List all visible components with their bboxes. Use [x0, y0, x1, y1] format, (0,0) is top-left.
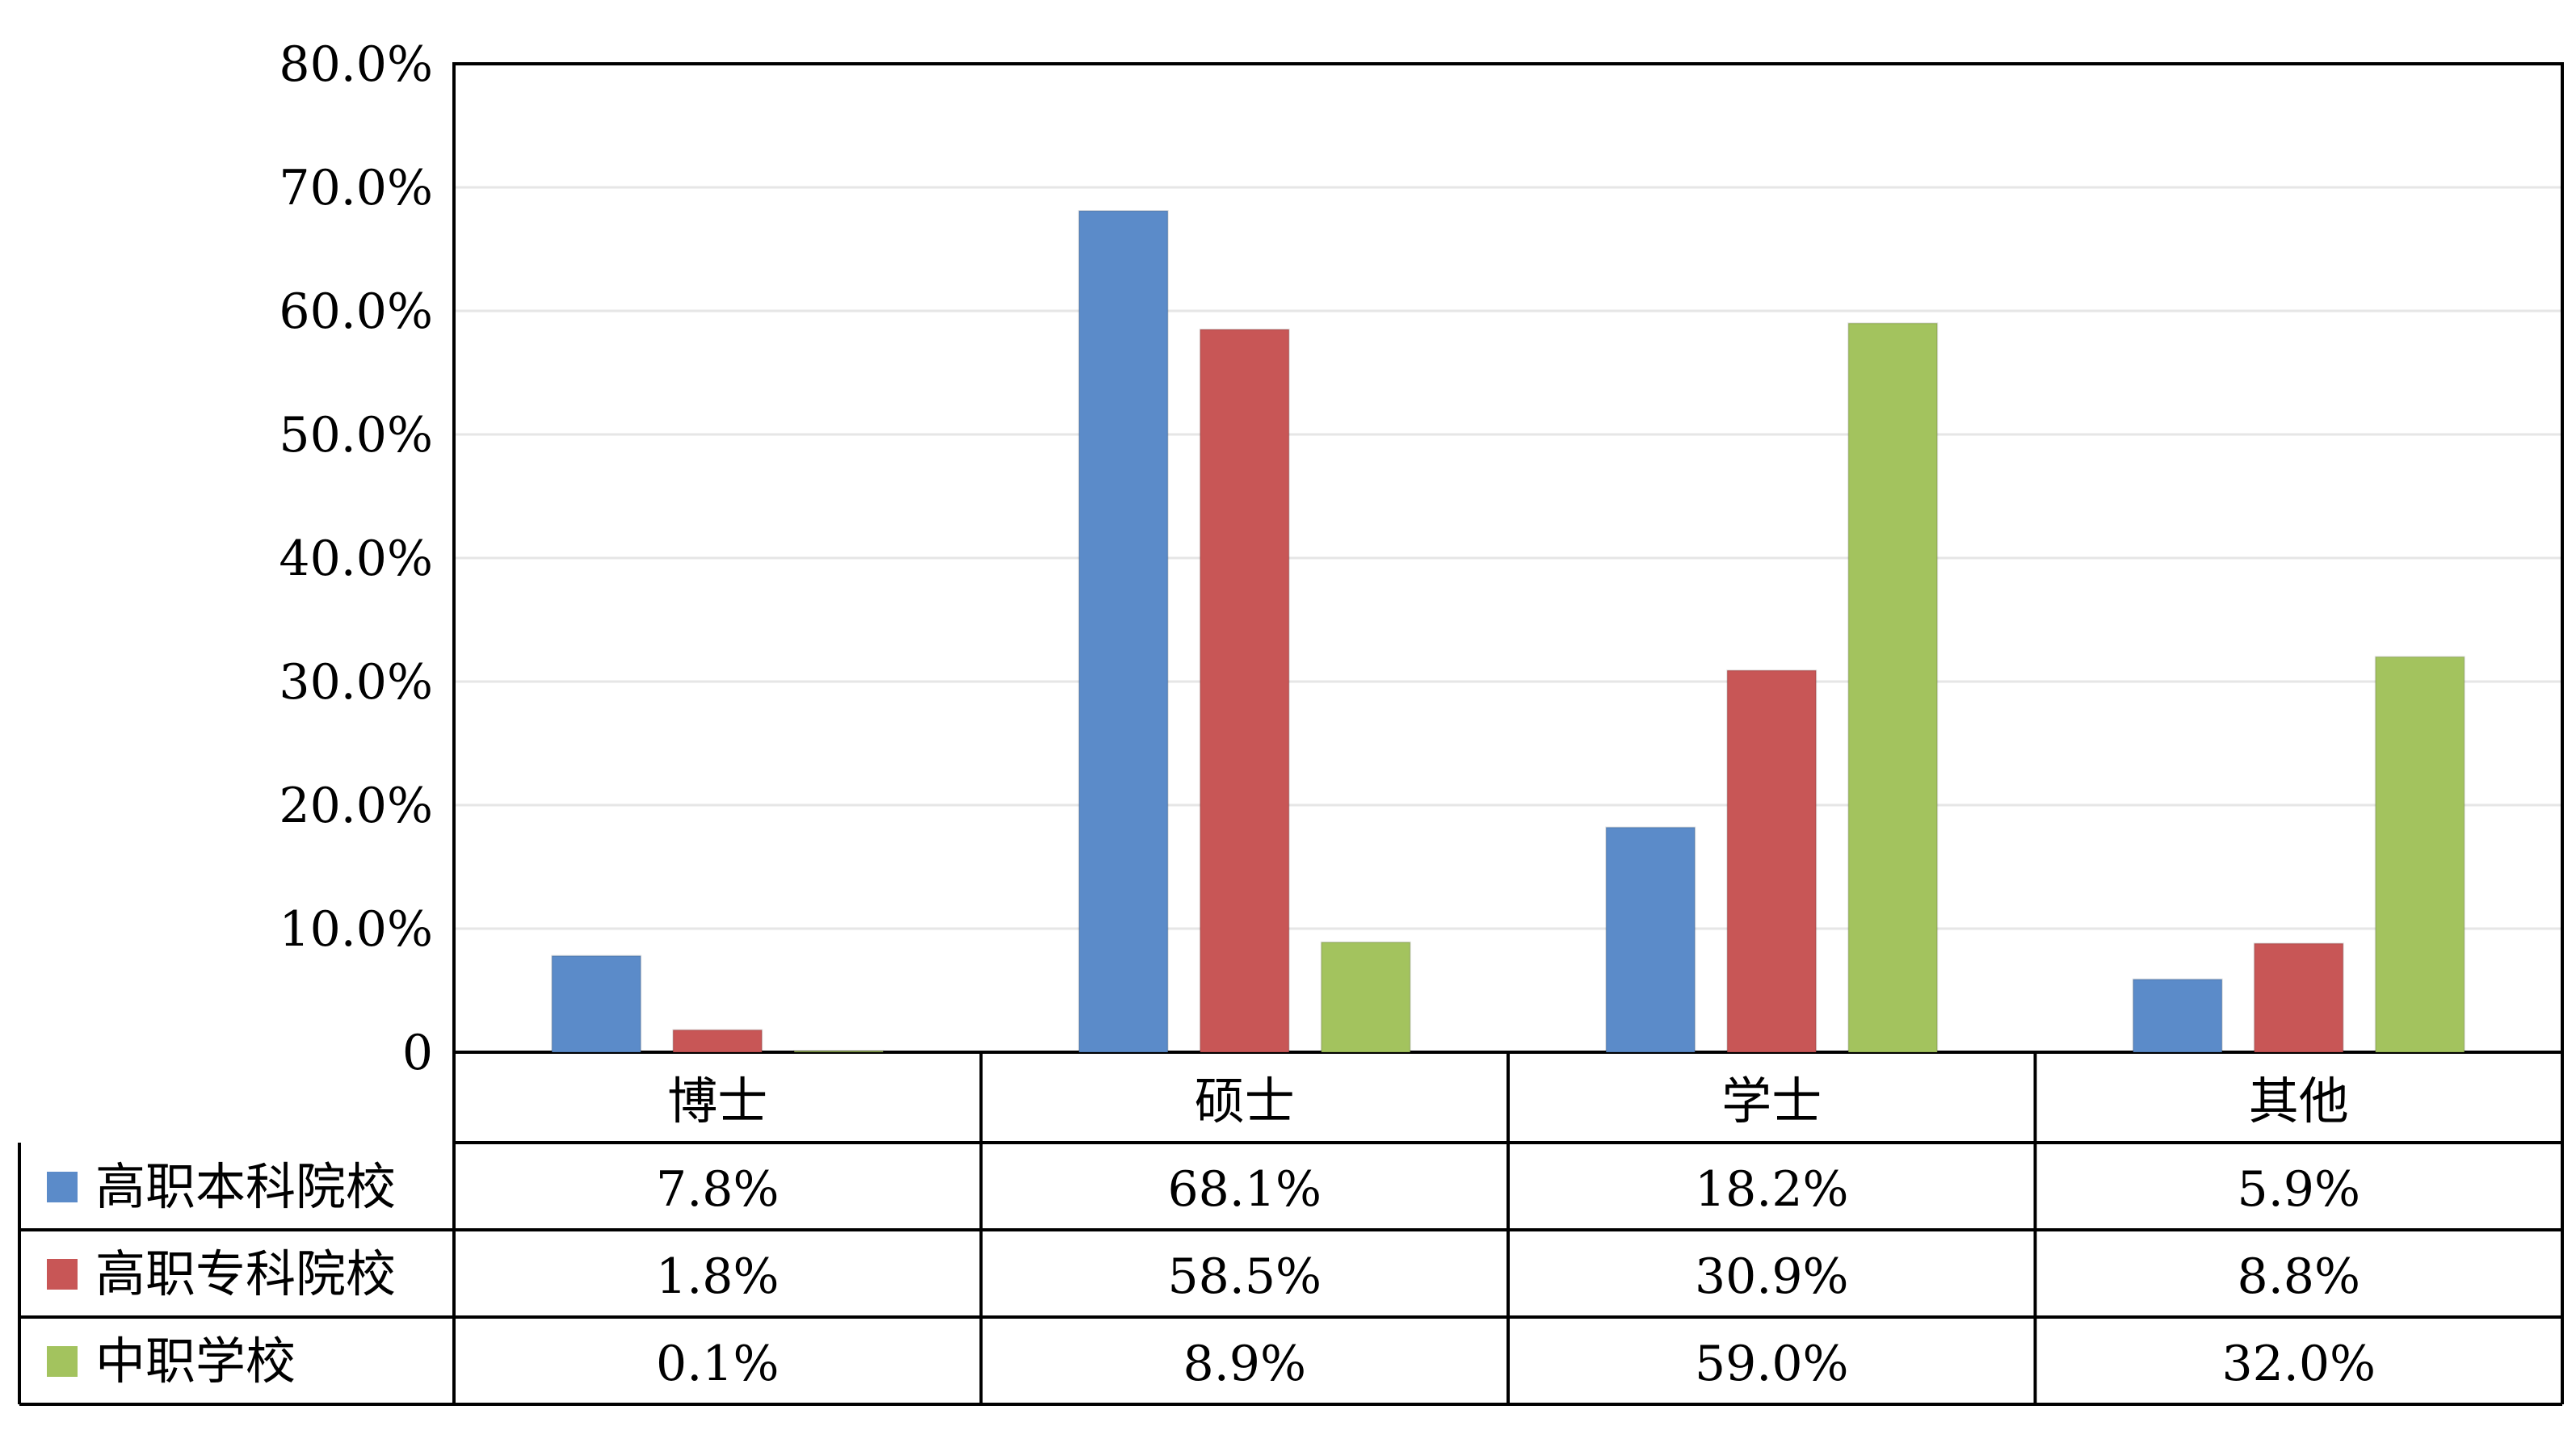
y-tick-label: 70.0%: [279, 160, 433, 216]
bar-3-4: [2374, 656, 2465, 1054]
bars: [551, 210, 2465, 1054]
legend-label: 高职专科院校: [95, 1244, 396, 1303]
bar-1-2: [1078, 210, 1169, 1054]
y-tick-label: 60.0%: [279, 283, 433, 340]
y-tick-label: 80.0%: [279, 36, 433, 93]
bar-3-3: [1847, 322, 1939, 1053]
category-label: 博士: [667, 1072, 767, 1131]
bar-1-4: [2132, 978, 2223, 1053]
table-cell-value: 0.1%: [656, 1336, 779, 1392]
legend-swatch: [47, 1259, 78, 1290]
category-label: 其他: [2249, 1072, 2349, 1131]
table-cell-value: 68.1%: [1167, 1161, 1322, 1218]
table-cell-value: 59.0%: [1695, 1336, 1849, 1392]
table-cell-value: 8.9%: [1183, 1336, 1306, 1392]
category-label: 学士: [1721, 1072, 1822, 1131]
y-tick-label: 30.0%: [279, 654, 433, 711]
y-tick-label: 10.0%: [279, 901, 433, 958]
table-cell-value: 7.8%: [656, 1161, 779, 1218]
bar-1-1: [551, 954, 642, 1054]
legend-swatch: [47, 1172, 78, 1202]
legend-label: 高职本科院校: [95, 1157, 396, 1216]
bar-2-4: [2253, 942, 2344, 1053]
legend-label: 中职学校: [95, 1332, 296, 1391]
bar-2-1: [672, 1029, 763, 1053]
table-cell-value: 1.8%: [656, 1248, 779, 1305]
table-cell-value: 18.2%: [1695, 1161, 1849, 1218]
bar-1-3: [1605, 826, 1696, 1054]
grid-lines: [452, 62, 2564, 1054]
y-tick-label: 50.0%: [279, 407, 433, 464]
y-tick-label: 40.0%: [279, 531, 433, 587]
bar-2-3: [1726, 669, 1817, 1053]
table-cell-value: 8.8%: [2238, 1248, 2360, 1305]
bar-3-2: [1320, 941, 1411, 1053]
bar-2-2: [1199, 328, 1290, 1053]
table-cell-value: 5.9%: [2238, 1161, 2360, 1218]
category-label: 硕士: [1195, 1072, 1295, 1131]
table-cell-value: 30.9%: [1695, 1248, 1849, 1305]
table-cell-value: 32.0%: [2221, 1336, 2376, 1392]
y-tick-label: 20.0%: [279, 778, 433, 834]
legend-swatch: [47, 1346, 78, 1377]
y-axis-ticks: 0 10.0% 20.0% 30.0% 40.0% 50.0% 60.0% 70.0% 80.0…: [279, 36, 433, 1081]
table-cell-value: 58.5%: [1167, 1248, 1322, 1305]
bar-3-1: [793, 1050, 885, 1053]
y-tick-label: 0: [402, 1025, 433, 1081]
